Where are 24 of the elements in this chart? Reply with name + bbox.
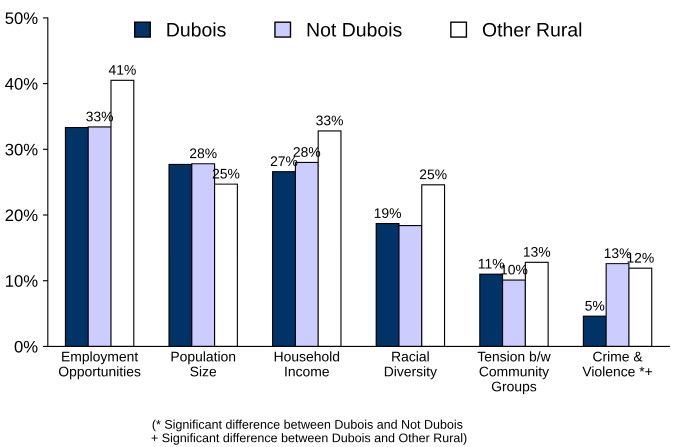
data-label: 5% xyxy=(585,300,604,311)
data-label: 19% xyxy=(374,208,401,218)
data-label: 13% xyxy=(524,246,550,257)
y-tick-label: 20% xyxy=(6,209,38,222)
x-tick-label: Population Size xyxy=(172,351,236,376)
legend-label: Other Rural xyxy=(482,22,582,37)
data-label: 25% xyxy=(420,169,447,180)
data-label: 28% xyxy=(190,148,217,158)
legend-label: Dubois xyxy=(167,22,226,37)
y-tick-label: 0% xyxy=(14,340,38,353)
y-tick-label: 40% xyxy=(5,78,38,90)
x-tick-label: Tension b/w Community Groups xyxy=(478,351,551,394)
text: (* Significant difference between Dubois and Not Dubois + Significant difference between Dubois and Other Rural) xyxy=(152,420,466,445)
y-tick-label: 10% xyxy=(6,275,38,287)
legend-label: Not Dubois xyxy=(308,22,402,37)
x-tick-label: Crime & Violence *+ xyxy=(582,351,652,376)
x-tick-label: Household Income xyxy=(274,351,340,376)
x-tick-label: Racial Diversity xyxy=(384,351,437,380)
x-tick-label: Employment Opportunities xyxy=(58,351,140,380)
data-label: 41% xyxy=(108,65,136,75)
data-label: 33% xyxy=(316,116,343,126)
data-label: 27% xyxy=(270,156,298,166)
y-tick-label: 30% xyxy=(5,144,38,156)
y-tick-label: 50% xyxy=(5,12,38,24)
